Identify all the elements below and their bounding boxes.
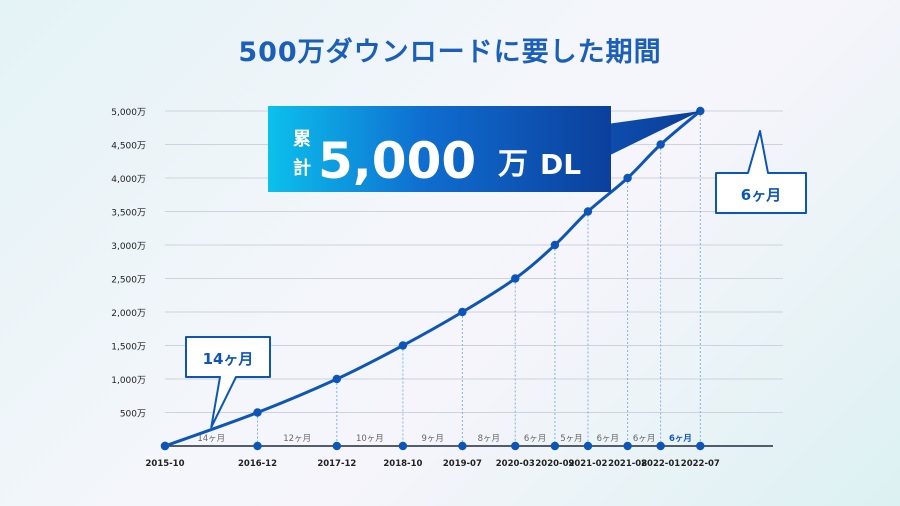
interval-label: 9ヶ月 (421, 434, 443, 444)
axis-marker (332, 441, 342, 451)
x-tick-label: 2022-07 (681, 459, 720, 469)
axis-marker (656, 441, 665, 451)
y-tick-label: 5,000万 (111, 108, 146, 118)
total-unit: 万 (498, 147, 528, 182)
x-tick-label: 2016-12 (238, 459, 277, 469)
interval-label: 6ヶ月 (669, 434, 692, 444)
axis-marker (550, 441, 560, 451)
y-tick-label: 4,500万 (111, 142, 146, 152)
axis-marker (511, 441, 520, 451)
x-tick-label: 2015-10 (145, 459, 184, 469)
total-suffix: DL (540, 148, 581, 181)
axis-marker (398, 441, 408, 451)
last-interval-callout-label: 6ヶ月 (741, 186, 781, 204)
x-tick-label: 2020-09 (535, 459, 574, 469)
interval-label: 6ヶ月 (597, 434, 619, 444)
x-tick-label: 2019-07 (443, 459, 482, 469)
interval-label: 10ヶ月 (356, 434, 384, 444)
data-point (398, 341, 408, 350)
interval-label: 6ヶ月 (524, 434, 546, 444)
total-number: 5,000 (318, 132, 476, 190)
x-tick-label: 2022-01 (641, 459, 680, 469)
data-point (253, 408, 262, 417)
first-interval-callout (185, 336, 271, 429)
y-tick-label: 2,000万 (111, 309, 146, 319)
interval-label: 14ヶ月 (197, 434, 225, 444)
interval-label: 5ヶ月 (560, 434, 582, 444)
y-tick-label: 2,500万 (111, 276, 146, 286)
data-point (656, 140, 665, 149)
interval-label: 6ヶ月 (633, 434, 655, 444)
data-point (458, 307, 467, 317)
series-line (163, 109, 702, 448)
interval-label: 12ヶ月 (283, 434, 311, 444)
data-point (160, 441, 170, 451)
x-tick-label: 2021-02 (568, 459, 607, 469)
x-tick-label: 2017-12 (317, 459, 356, 469)
data-point (583, 207, 593, 216)
last-interval-callout (715, 130, 807, 214)
total-prefix-top: 累 (293, 129, 311, 150)
y-tick-label: 3,000万 (111, 242, 146, 252)
total-banner (268, 106, 611, 192)
axis-marker (583, 441, 593, 451)
y-tick-label: 500万 (120, 410, 146, 420)
axis-marker (458, 441, 467, 451)
y-tick-label: 4,000万 (111, 175, 146, 185)
y-tick-label: 3,500万 (111, 209, 146, 219)
axis-marker (253, 441, 262, 451)
data-point (550, 240, 560, 250)
data-point (623, 173, 632, 183)
total-prefix-bottom: 計 (293, 157, 311, 179)
x-tick-label: 2020-03 (496, 459, 535, 469)
y-tick-label: 1,500万 (111, 343, 146, 353)
x-tick-label: 2018-10 (383, 459, 422, 469)
y-tick-label: 1,000万 (111, 376, 146, 386)
x-tick-label: 2021-08 (608, 459, 647, 469)
data-point (511, 274, 520, 283)
first-interval-callout-label: 14ヶ月 (203, 350, 254, 368)
data-point (332, 374, 342, 384)
interval-label: 8ヶ月 (478, 434, 500, 444)
axis-marker (696, 441, 705, 451)
banner-tail (600, 111, 701, 160)
axis-marker (623, 441, 632, 451)
chart-title: 500万ダウンロードに要した期間 (238, 37, 662, 68)
